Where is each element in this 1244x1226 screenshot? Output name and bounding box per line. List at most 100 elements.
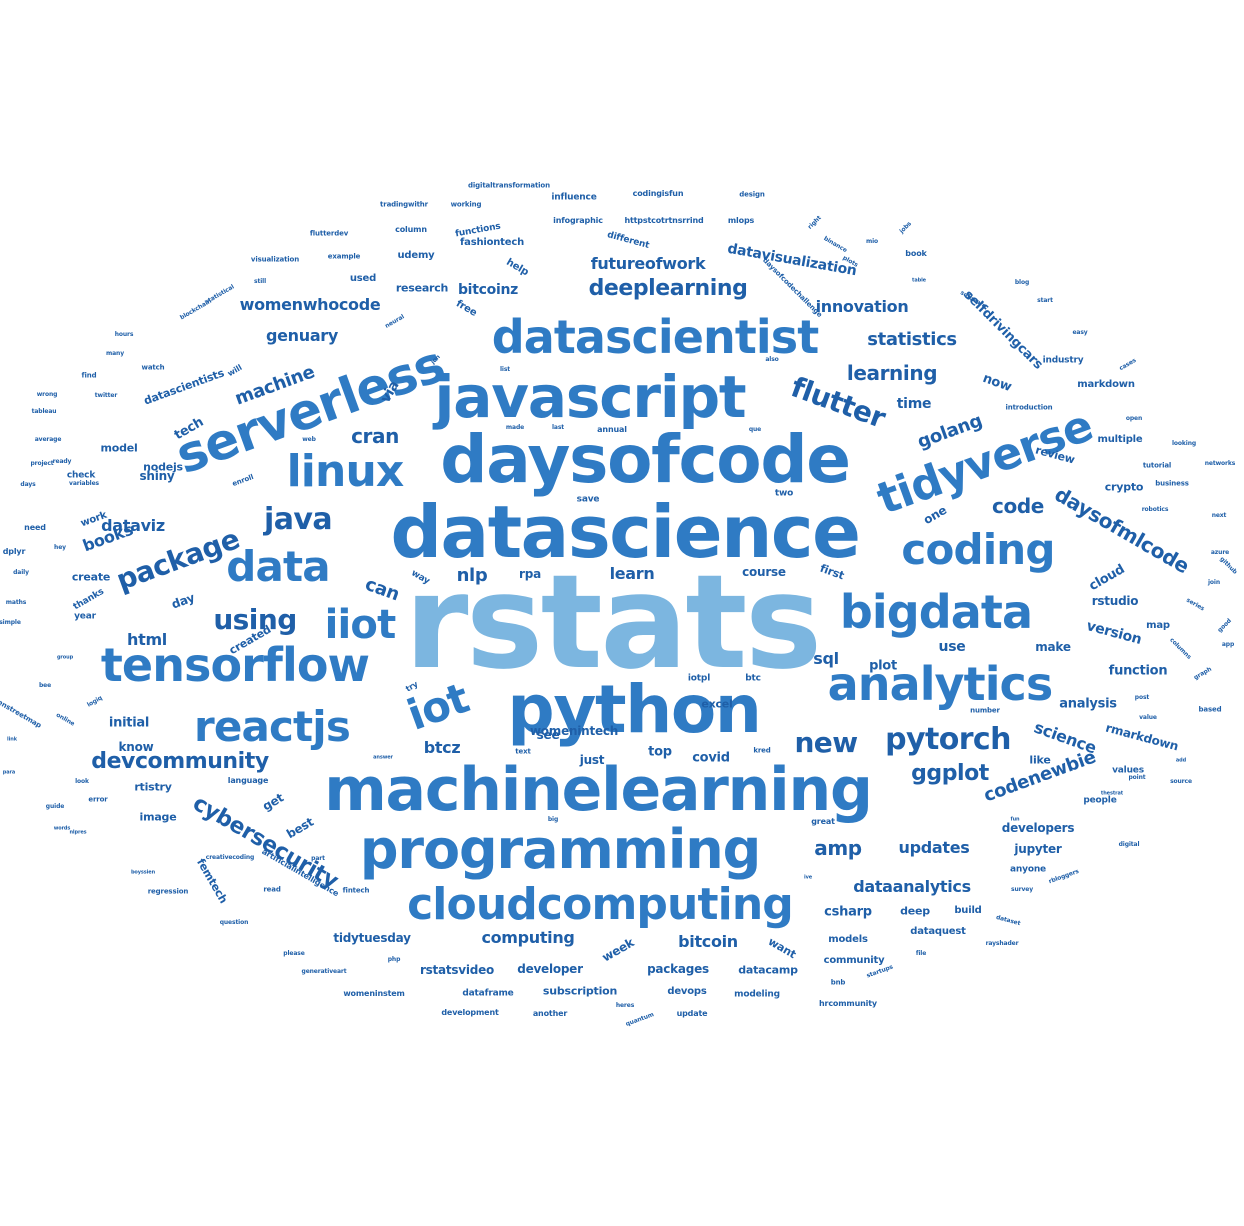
word-graph: graph [1192, 665, 1213, 682]
word-still: still [253, 278, 267, 285]
word-openstreetmap: openstreetmap [0, 693, 43, 730]
word-table: table [912, 277, 926, 284]
word-subscription: subscription [542, 984, 618, 998]
word-visualization: visualization [250, 255, 300, 264]
word-save: save [576, 494, 600, 505]
word-nodejs: nodejs [143, 460, 183, 474]
word-next: next [1211, 512, 1227, 519]
word-dplyr: dplyr [2, 547, 26, 556]
word-day: day [169, 590, 197, 612]
word-image: image [139, 810, 177, 824]
word-mlops: mlops [727, 216, 755, 225]
word-enroll: enroll [231, 473, 255, 489]
word-models: models [828, 934, 868, 945]
word-column: column [395, 225, 427, 234]
word-code: code [992, 494, 1044, 518]
word-learn: learn [609, 564, 655, 583]
word-boyssien: boyssien [130, 869, 156, 876]
word-womeninstem: womeninstem [343, 989, 405, 998]
word-datascience: datascience [390, 490, 861, 574]
word-quantum: quantum [624, 1011, 655, 1028]
word-bnb: bnb [830, 978, 846, 987]
word-amp: amp [814, 836, 862, 860]
word-two: two [774, 488, 794, 499]
word-map: map [1146, 620, 1170, 631]
word-genuary: genuary [266, 326, 338, 345]
word-developer: developer [517, 962, 583, 976]
word-heres: heres [615, 1002, 635, 1009]
word-daysofcode: daysofcode [440, 421, 851, 498]
word-daysofmlcode: daysofmlcode [1050, 481, 1194, 579]
word-analytics: analytics [827, 657, 1054, 711]
word-read: read [263, 885, 281, 894]
word-science: science [1031, 717, 1099, 758]
word-excel: excel [701, 697, 733, 711]
word-days: days [20, 481, 36, 488]
word-can: can [362, 573, 403, 606]
word-bigdata: bigdata [839, 585, 1033, 639]
word-tensorflow: tensorflow [100, 638, 370, 692]
word-get: get [260, 790, 286, 814]
word-average: average [34, 436, 62, 443]
word-need: need [24, 523, 46, 532]
word-question: question [219, 919, 249, 926]
word-maths: maths [5, 599, 27, 606]
word-kred: kred [753, 746, 771, 755]
word-javascript: javascript [434, 363, 747, 431]
word-influence: influence [551, 192, 597, 203]
word-working: working [450, 200, 482, 209]
word-introduction: introduction [1005, 403, 1053, 412]
word-dataanalytics: dataanalytics [853, 877, 971, 896]
word-tidytuesday: tidytuesday [333, 931, 411, 945]
word-post: post [1134, 694, 1150, 701]
word-columns: columns [1168, 636, 1193, 661]
word-logiq: logiq [85, 694, 104, 709]
word-know: know [118, 740, 154, 754]
word-bitcoinz: bitcoinz [457, 282, 519, 298]
word-generativeart: generativeart [301, 968, 347, 975]
word-que: que [748, 426, 762, 433]
word-good: good [1216, 617, 1233, 634]
word-variables: variables [69, 480, 99, 487]
word-value: value [1139, 714, 1157, 721]
word-source: source [1170, 778, 1192, 785]
word-function: function [1108, 663, 1168, 679]
word-codingisfun: codingisfun [632, 189, 684, 198]
word-used: used [349, 273, 377, 284]
word-programming: programming [359, 818, 761, 881]
word-robotics: robotics [1141, 506, 1169, 513]
word-great: great [811, 817, 835, 826]
word-please: please [283, 950, 305, 957]
word-binance: binance [822, 235, 849, 255]
word-bitcoin: bitcoin [678, 932, 738, 951]
word-linux: linux [286, 446, 405, 497]
word-wrong: wrong [36, 391, 58, 398]
word-flutterdev: flutterdev [309, 229, 349, 238]
word-cran: cran [351, 424, 399, 448]
word-like: like [1029, 753, 1051, 767]
word-design: design [739, 190, 765, 199]
word-people: people [1083, 795, 1117, 806]
word-rstats: rstats [404, 546, 822, 698]
word-words: words [53, 825, 71, 832]
word-modeling: modeling [734, 989, 780, 1000]
word-see: see [536, 728, 560, 742]
word-java: java [264, 502, 333, 537]
word-dataquest: dataquest [910, 926, 966, 937]
word-packages: packages [647, 962, 709, 976]
word-updates: updates [898, 838, 970, 857]
word-rpa: rpa [519, 567, 541, 581]
word-networks: networks [1204, 460, 1236, 467]
word-watch: watch [141, 363, 165, 372]
word-many: many [105, 350, 125, 357]
word-rtistry: rtistry [134, 780, 172, 794]
word-time: time [896, 396, 932, 412]
word-answer: answer [373, 754, 393, 761]
word-series: series [1185, 596, 1206, 613]
word-httpstcotrtnsrrind: httpstcotrtnsrrind [624, 216, 704, 225]
word-rmarkdown: rmarkdown [1104, 720, 1180, 754]
word-developers: developers [1001, 821, 1075, 835]
word-fintech: fintech [342, 886, 370, 895]
word-datascientist: datascientist [491, 310, 819, 364]
